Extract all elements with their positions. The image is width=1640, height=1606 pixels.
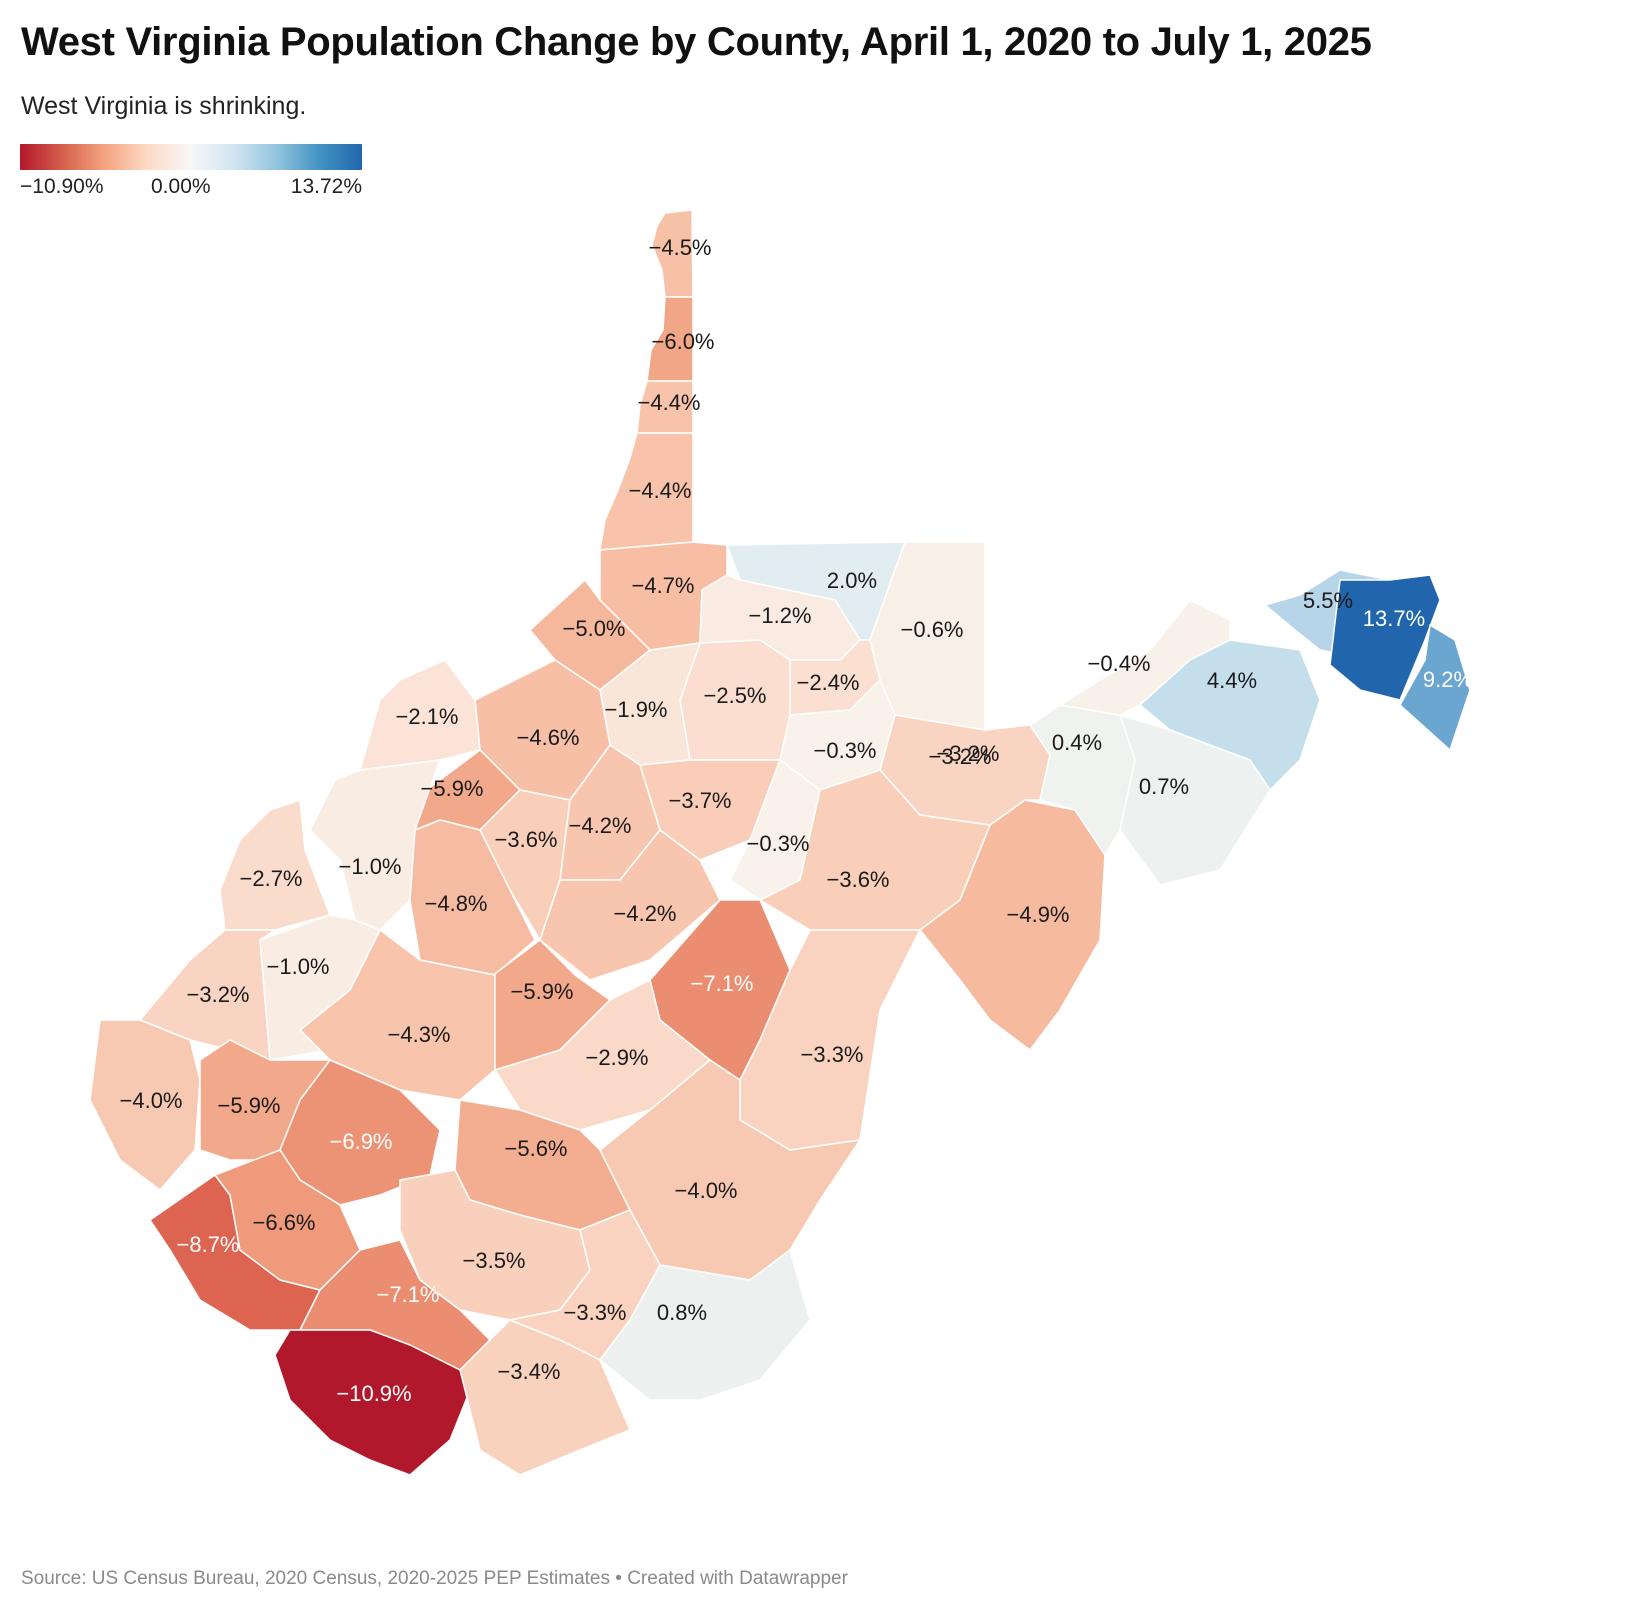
county-region[interactable] bbox=[359, 659, 481, 771]
legend-mid-label: 0.00% bbox=[151, 175, 211, 198]
chart-title: West Virginia Population Change by Count… bbox=[21, 20, 1372, 64]
county-value-label: −4.0% bbox=[675, 1178, 738, 1203]
county-value-label: −3.7% bbox=[669, 788, 732, 813]
county-value-label: 0.4% bbox=[1052, 730, 1102, 755]
county-value-label: −5.9% bbox=[421, 776, 484, 801]
legend-gradient-bar bbox=[20, 144, 362, 170]
county-value-label: −1.0% bbox=[267, 954, 330, 979]
county-value-label: −4.4% bbox=[629, 478, 692, 503]
county-value-label: −1.0% bbox=[339, 854, 402, 879]
county-value-label: −3.3% bbox=[801, 1042, 864, 1067]
county-value-label: −0.3% bbox=[814, 738, 877, 763]
county-region[interactable] bbox=[89, 1019, 201, 1191]
county-region[interactable] bbox=[599, 432, 694, 551]
county-value-label: −4.2% bbox=[569, 813, 632, 838]
county-value-label: −4.0% bbox=[120, 1088, 183, 1113]
county-value-label: −1.9% bbox=[605, 697, 668, 722]
county-value-label: −3.2% bbox=[187, 982, 250, 1007]
county-value-label: −4.4% bbox=[638, 390, 701, 415]
county-region[interactable] bbox=[1399, 624, 1471, 751]
legend-max-label: 13.72% bbox=[290, 175, 362, 198]
county-value-label: −0.6% bbox=[901, 617, 964, 642]
county-value-label: −2.9% bbox=[586, 1045, 649, 1070]
county-value-label: −4.2% bbox=[614, 901, 677, 926]
county-value-label: −3.5% bbox=[463, 1248, 526, 1273]
county-value-label: −7.1% bbox=[691, 971, 754, 996]
source-note: Source: US Census Bureau, 2020 Census, 2… bbox=[21, 1568, 848, 1589]
county-value-label: −3.6% bbox=[827, 867, 890, 892]
chart-subtitle: West Virginia is shrinking. bbox=[21, 92, 307, 120]
county-value-label: −2.5% bbox=[704, 683, 767, 708]
county-value-label: −6.0% bbox=[652, 329, 715, 354]
county-region[interactable] bbox=[459, 1319, 631, 1476]
county-value-label: −7.1% bbox=[377, 1282, 440, 1307]
county-value-label: −4.6% bbox=[517, 725, 580, 750]
county-region[interactable] bbox=[539, 829, 721, 981]
county-value-label: −5.9% bbox=[511, 979, 574, 1004]
county-value-label: −3.4% bbox=[498, 1359, 561, 1384]
county-region[interactable] bbox=[1059, 599, 1231, 716]
county-region[interactable] bbox=[309, 759, 441, 931]
color-legend: −10.90% 0.00% 13.72% bbox=[20, 144, 362, 200]
county-value-label: −2.1% bbox=[396, 704, 459, 729]
county-value-label: −4.8% bbox=[425, 891, 488, 916]
map-svg: −4.5% −6.0% −4.4% −4.4% −4.7% 2.0% −0.6% −1.2% −… bbox=[89, 209, 1473, 1476]
county-value-label: 13.7% bbox=[1363, 606, 1425, 631]
county-value-label: −4.7% bbox=[632, 573, 695, 598]
county-value-label: 0.8% bbox=[657, 1300, 707, 1325]
county-value-label: −0.4% bbox=[1088, 651, 1151, 676]
county-value-label: −3.6% bbox=[495, 827, 558, 852]
county-region[interactable] bbox=[1329, 574, 1441, 701]
county-value-label: −4.9% bbox=[1007, 902, 1070, 927]
county-value-label: −2.7% bbox=[240, 866, 303, 891]
county-value-label: −6.6% bbox=[253, 1210, 316, 1235]
county-value-label: −3.2% bbox=[929, 744, 992, 769]
county-value-label: 4.4% bbox=[1207, 668, 1257, 693]
county-value-label: −10.9% bbox=[336, 1381, 411, 1406]
county-region[interactable] bbox=[1139, 639, 1321, 791]
legend-min-label: −10.90% bbox=[20, 175, 104, 198]
legend-labels: −10.90% 0.00% 13.72% bbox=[20, 170, 362, 200]
county-value-label: 0.7% bbox=[1139, 774, 1189, 799]
county-value-label: 9.2% bbox=[1423, 667, 1473, 692]
county-value-label: −4.5% bbox=[649, 235, 712, 260]
county-value-label: −4.3% bbox=[388, 1022, 451, 1047]
county-region[interactable] bbox=[599, 1249, 811, 1401]
county-value-label: −5.6% bbox=[505, 1136, 568, 1161]
county-map: −4.5% −6.0% −4.4% −4.4% −4.7% 2.0% −0.6% −1.2% −… bbox=[0, 200, 1640, 1540]
county-value-label: −5.0% bbox=[563, 616, 626, 641]
county-value-label: −8.7% bbox=[177, 1232, 240, 1257]
county-value-label: −3.2% bbox=[937, 741, 1000, 766]
county-value-label: −6.9% bbox=[330, 1129, 393, 1154]
county-value-label: −3.3% bbox=[564, 1300, 627, 1325]
county-value-label: −2.4% bbox=[797, 670, 860, 695]
county-value-label: 2.0% bbox=[827, 568, 877, 593]
county-value-label: −1.2% bbox=[749, 603, 812, 628]
county-value-label: 5.5% bbox=[1303, 588, 1353, 613]
county-value-label: −5.9% bbox=[218, 1093, 281, 1118]
county-value-label: −0.3% bbox=[747, 831, 810, 856]
